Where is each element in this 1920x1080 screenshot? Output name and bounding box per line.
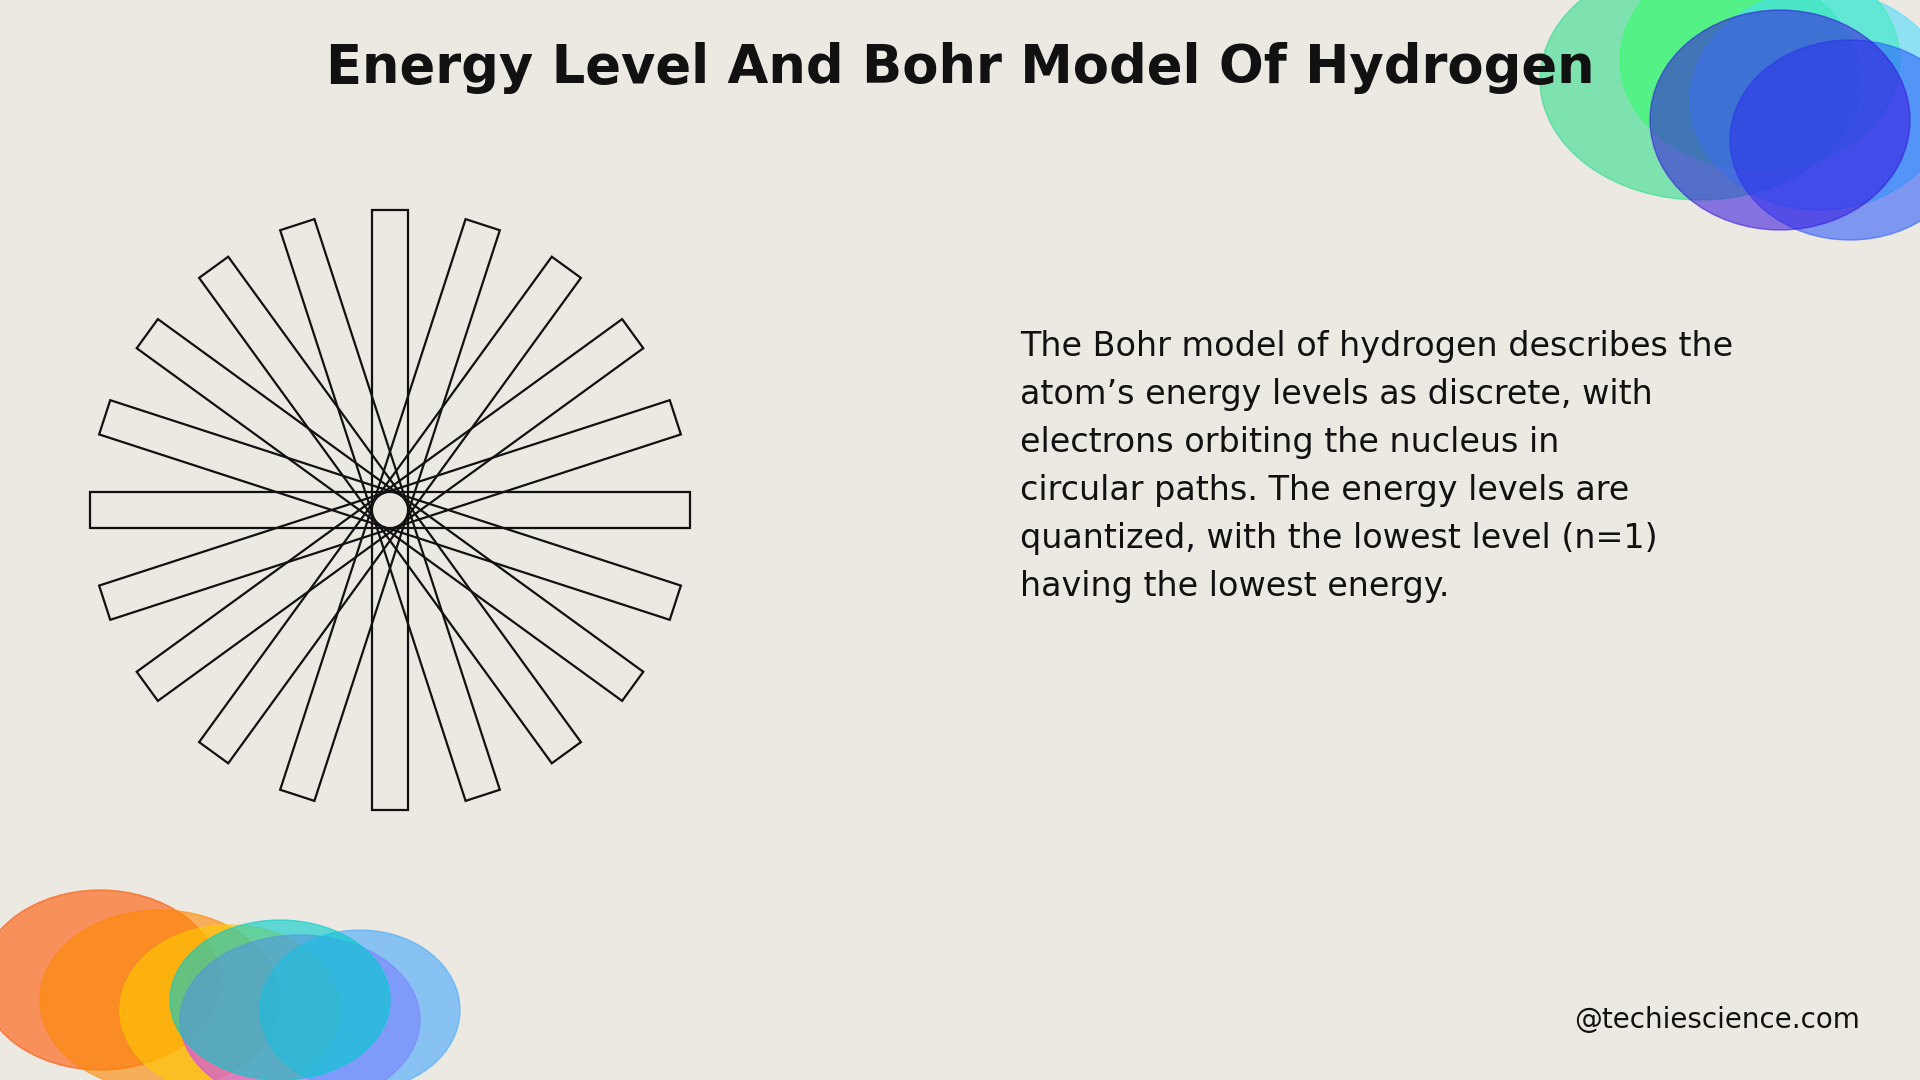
Ellipse shape [1540,0,1860,200]
Text: electrons orbiting the nucleus in: electrons orbiting the nucleus in [1020,426,1559,459]
Ellipse shape [171,920,390,1080]
Ellipse shape [1649,10,1910,230]
Text: having the lowest energy.: having the lowest energy. [1020,570,1450,603]
Text: atom’s energy levels as discrete, with: atom’s energy levels as discrete, with [1020,378,1653,411]
Ellipse shape [0,890,221,1070]
Ellipse shape [1730,40,1920,240]
Text: The Bohr model of hydrogen describes the: The Bohr model of hydrogen describes the [1020,330,1734,363]
Ellipse shape [259,930,461,1080]
Text: @techiescience.com: @techiescience.com [1574,1005,1860,1034]
Text: quantized, with the lowest level (n=1): quantized, with the lowest level (n=1) [1020,522,1657,555]
Ellipse shape [180,935,420,1080]
Ellipse shape [1690,0,1920,210]
Text: Energy Level And Bohr Model Of Hydrogen: Energy Level And Bohr Model Of Hydrogen [326,42,1594,94]
Ellipse shape [119,924,340,1080]
Ellipse shape [40,910,280,1080]
Text: circular paths. The energy levels are: circular paths. The energy levels are [1020,474,1630,507]
Ellipse shape [1620,0,1901,170]
